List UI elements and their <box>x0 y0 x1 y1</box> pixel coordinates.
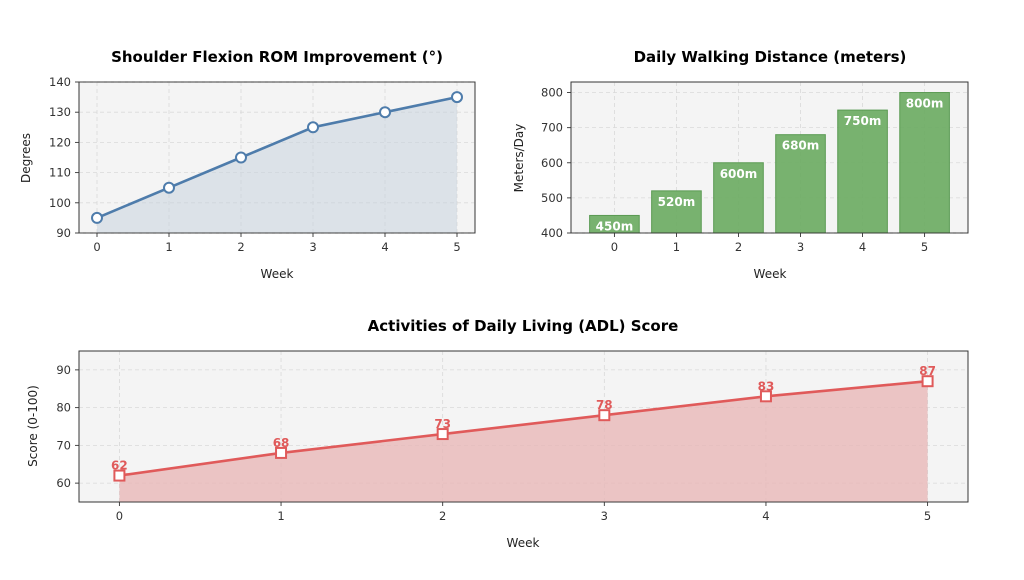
walk-y-tick-label: 800 <box>541 86 563 100</box>
adl-y-tick-label: 80 <box>56 401 71 415</box>
adl-chart: Activities of Daily Living (ADL) Score W… <box>26 317 969 550</box>
walk-x-tick-label: 0 <box>611 240 618 254</box>
walk-bar <box>837 109 888 234</box>
rom-x-tick-label: 3 <box>309 240 316 254</box>
adl-data-point <box>436 428 449 441</box>
adl-x-axis-label: Week <box>507 536 540 550</box>
walking-y-axis-label: Meters/Day <box>512 124 526 193</box>
adl-x-tick-label: 1 <box>277 509 284 523</box>
rom-data-point <box>235 151 247 164</box>
rom-y-tick-label: 110 <box>49 166 71 180</box>
walk-y-tick-label: 400 <box>541 226 563 240</box>
rom-x-axis-label: Week <box>261 267 294 281</box>
rom-area-fill <box>97 97 457 233</box>
adl-data-label: 83 <box>758 379 775 393</box>
rom-data-point <box>307 121 319 134</box>
walking-chart: Daily Walking Distance (meters) Week Met… <box>512 48 969 281</box>
walk-bar-label: 450m <box>596 219 634 233</box>
adl-y-axis-label: Score (0-100) <box>26 385 40 467</box>
rom-x-tick-label: 1 <box>165 240 172 254</box>
walking-x-axis-label: Week <box>754 267 787 281</box>
adl-plot-border <box>78 350 969 503</box>
adl-data-label: 78 <box>596 398 613 412</box>
walk-bar-label: 750m <box>844 114 882 128</box>
adl-data-label: 87 <box>919 364 936 378</box>
walk-bar-label: 520m <box>658 195 696 209</box>
adl-chart-title: Activities of Daily Living (ADL) Score <box>368 317 679 335</box>
adl-y-tick-label: 70 <box>56 438 71 452</box>
walk-y-tick-label: 700 <box>541 121 563 135</box>
rom-series-line <box>96 95 458 220</box>
walk-plot-border <box>570 81 969 234</box>
adl-x-tick-label: 4 <box>762 509 769 523</box>
adl-data-point <box>275 446 288 459</box>
walk-x-tick-label: 4 <box>859 240 866 254</box>
walk-y-tick-label: 600 <box>541 156 563 170</box>
rom-y-tick-label: 90 <box>56 226 71 240</box>
walk-bar <box>899 92 950 234</box>
adl-data-point <box>759 390 772 403</box>
rom-y-tick-label: 100 <box>49 196 71 210</box>
rom-y-tick-label: 140 <box>49 75 71 89</box>
adl-x-tick-label: 2 <box>439 509 446 523</box>
rom-y-tick-label: 120 <box>49 135 71 149</box>
adl-area-fill <box>119 381 928 502</box>
walk-bar <box>651 190 702 234</box>
adl-series-line <box>119 379 928 477</box>
rom-plot-border <box>78 81 476 234</box>
adl-data-label: 73 <box>434 417 451 431</box>
walk-x-tick-label: 1 <box>673 240 680 254</box>
adl-x-tick-label: 3 <box>601 509 608 523</box>
rom-y-axis-label: Degrees <box>19 133 33 183</box>
walking-chart-title: Daily Walking Distance (meters) <box>634 48 907 66</box>
adl-data-point <box>113 469 126 482</box>
adl-data-point <box>921 375 934 388</box>
rom-data-point <box>379 106 391 119</box>
rom-y-tick-label: 130 <box>49 105 71 119</box>
adl-x-tick-label: 0 <box>116 509 123 523</box>
rom-x-tick-label: 2 <box>237 240 244 254</box>
walk-bar-label: 800m <box>906 97 944 111</box>
rom-data-point <box>163 181 175 194</box>
rom-chart: Shoulder Flexion ROM Improvement (°) Wee… <box>19 48 476 281</box>
rom-data-point <box>91 211 103 224</box>
walk-x-tick-label: 2 <box>735 240 742 254</box>
walk-bar-label: 680m <box>782 139 820 153</box>
walk-x-tick-label: 3 <box>797 240 804 254</box>
adl-data-label: 62 <box>111 459 128 473</box>
rom-x-tick-label: 5 <box>453 240 460 254</box>
rom-x-tick-label: 4 <box>381 240 388 254</box>
rom-data-point <box>451 91 463 104</box>
adl-x-tick-label: 5 <box>924 509 931 523</box>
adl-data-point <box>598 409 611 422</box>
adl-data-label: 68 <box>273 436 290 450</box>
adl-y-tick-label: 90 <box>56 363 71 377</box>
adl-y-tick-label: 60 <box>56 476 71 490</box>
walk-x-tick-label: 5 <box>921 240 928 254</box>
walk-bar-label: 600m <box>720 167 758 181</box>
walk-y-tick-label: 500 <box>541 191 563 205</box>
rom-x-tick-label: 0 <box>93 240 100 254</box>
rom-chart-title: Shoulder Flexion ROM Improvement (°) <box>111 48 443 66</box>
walk-bar <box>713 162 764 234</box>
